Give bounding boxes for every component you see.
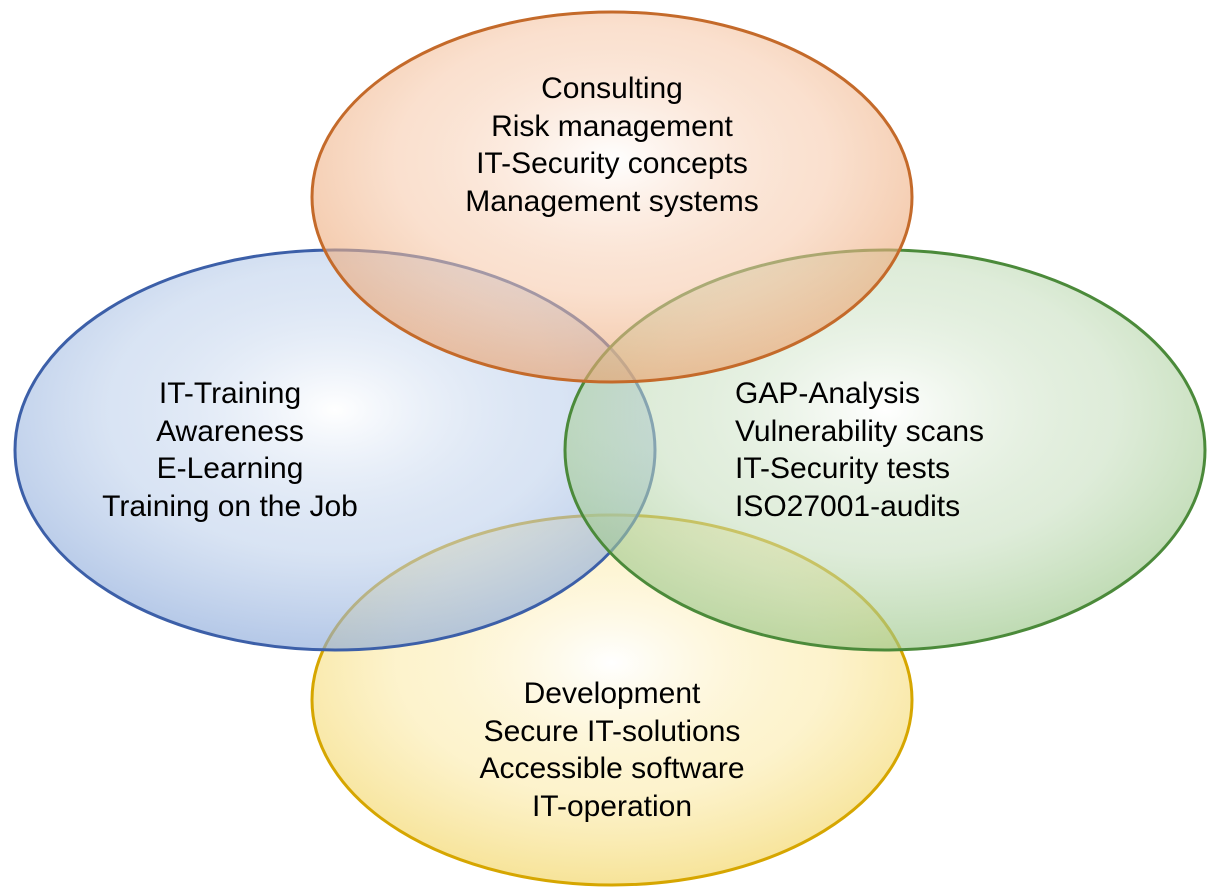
label-right-line: Vulnerability scans bbox=[735, 413, 984, 451]
label-bottom-line: Development bbox=[479, 675, 744, 713]
label-right: GAP-Analysis Vulnerability scans IT-Secu… bbox=[735, 375, 984, 525]
label-left: IT-Training Awareness E-Learning Trainin… bbox=[102, 375, 358, 525]
venn-diagram: Consulting Risk management IT-Security c… bbox=[0, 0, 1221, 896]
label-top: Consulting Risk management IT-Security c… bbox=[465, 70, 758, 220]
label-top-line: IT-Security concepts bbox=[465, 145, 758, 183]
label-top-line: Consulting bbox=[465, 70, 758, 108]
label-bottom-line: Accessible software bbox=[479, 750, 744, 788]
label-left-line: Training on the Job bbox=[102, 488, 358, 526]
label-left-line: E-Learning bbox=[102, 450, 358, 488]
label-bottom-line: IT-operation bbox=[479, 788, 744, 826]
label-top-line: Management systems bbox=[465, 183, 758, 221]
label-bottom: Development Secure IT-solutions Accessib… bbox=[479, 675, 744, 825]
label-top-line: Risk management bbox=[465, 108, 758, 146]
label-right-line: ISO27001-audits bbox=[735, 488, 984, 526]
label-bottom-line: Secure IT-solutions bbox=[479, 713, 744, 751]
label-left-line: Awareness bbox=[102, 413, 358, 451]
label-left-line: IT-Training bbox=[102, 375, 358, 413]
label-right-line: GAP-Analysis bbox=[735, 375, 984, 413]
label-right-line: IT-Security tests bbox=[735, 450, 984, 488]
